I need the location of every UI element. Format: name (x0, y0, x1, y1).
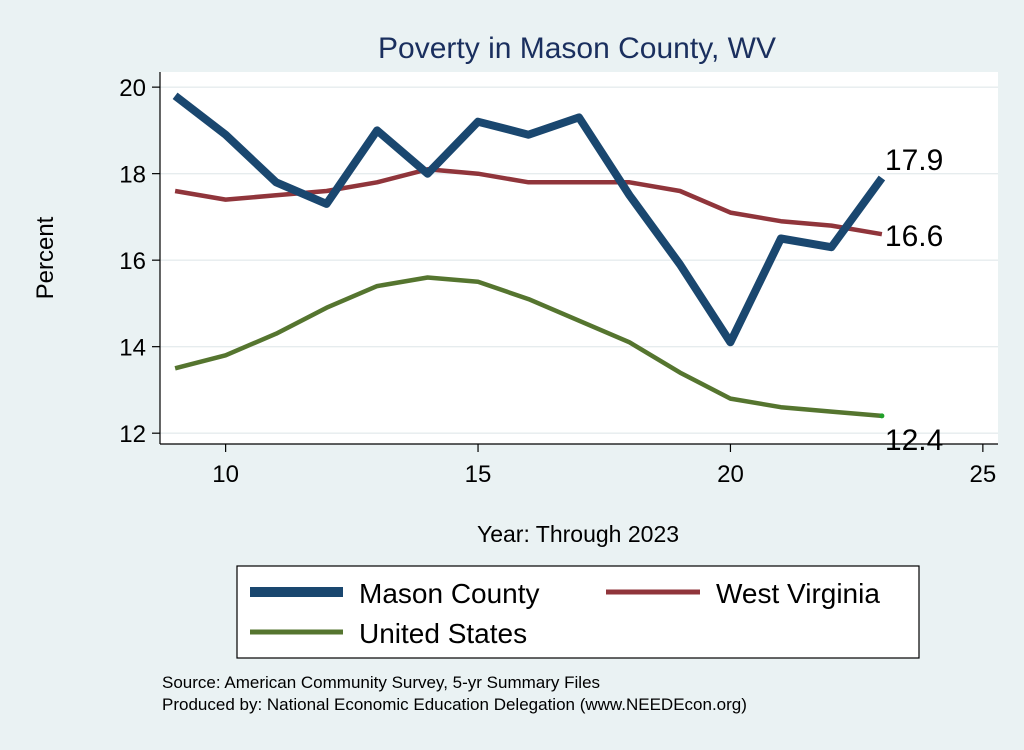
chart-title: Poverty in Mason County, WV (378, 32, 776, 65)
y-tick-label: 16 (119, 248, 146, 275)
y-axis-ticks: 12 14 16 18 20 (119, 75, 160, 448)
x-axis-ticks: 10 15 20 25 (212, 444, 996, 488)
legend-label-west-virginia: West Virginia (716, 578, 880, 609)
source-note: Source: American Community Survey, 5-yr … (162, 673, 600, 692)
end-labels: 17.9 16.6 12.4 (885, 144, 943, 457)
plot-area (160, 72, 998, 444)
series-lines (172, 92, 886, 419)
end-label-mason-county: 17.9 (885, 144, 943, 177)
series-line-mason-county (172, 92, 886, 347)
series-line-west-virginia (174, 167, 883, 237)
gridlines (160, 86, 998, 434)
x-tick-label: 15 (465, 461, 492, 488)
legend: Mason County West Virginia United States (236, 565, 920, 659)
series-line-united-states (174, 275, 883, 419)
y-axis-label: Percent (32, 216, 59, 299)
y-tick-label: 14 (119, 335, 146, 362)
x-tick-label: 20 (717, 461, 744, 488)
legend-box (236, 565, 920, 659)
x-tick-label: 10 (212, 461, 239, 488)
legend-label-united-states: United States (359, 618, 527, 649)
united-states-end-point (879, 413, 885, 419)
y-tick-label: 20 (119, 75, 146, 102)
legend-label-mason-county: Mason County (359, 578, 540, 609)
produced-by-note: Produced by: National Economic Education… (162, 695, 747, 714)
y-tick-label: 18 (119, 162, 146, 189)
x-tick-label: 25 (970, 461, 997, 488)
y-tick-label: 12 (119, 421, 146, 448)
x-axis-label: Year: Through 2023 (477, 521, 679, 547)
end-label-west-virginia: 16.6 (885, 220, 943, 253)
end-label-united-states: 12.4 (885, 424, 943, 457)
